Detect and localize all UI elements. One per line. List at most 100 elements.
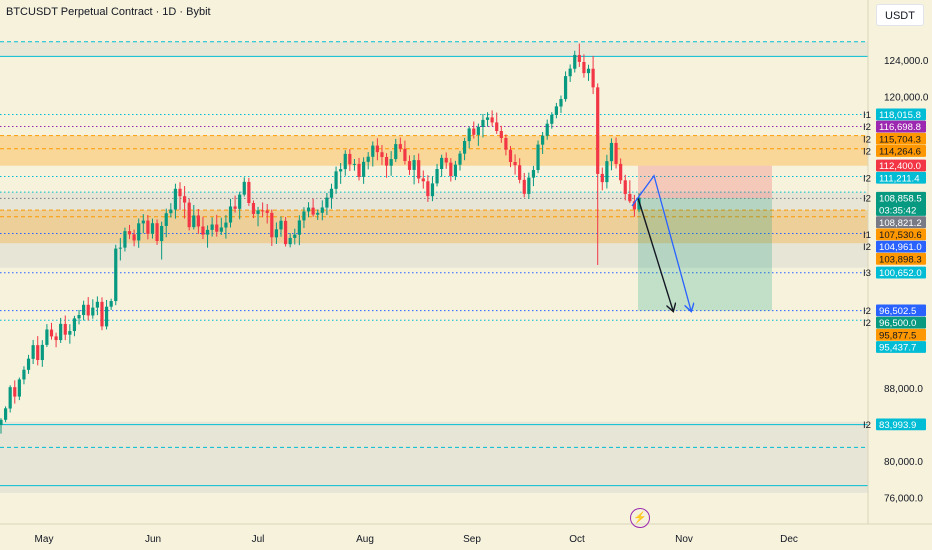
- price-label[interactable]: 95,437.7: [876, 341, 926, 354]
- price-label[interactable]: 107,530.6 I1: [863, 228, 926, 241]
- candle[interactable]: [394, 138, 398, 162]
- candle[interactable]: [320, 200, 324, 221]
- candle[interactable]: [283, 216, 288, 247]
- candle[interactable]: [201, 216, 205, 240]
- candle[interactable]: [3, 406, 8, 423]
- candle[interactable]: [132, 229, 136, 247]
- candle[interactable]: [339, 162, 343, 184]
- candle[interactable]: [462, 137, 467, 161]
- candle[interactable]: [632, 194, 637, 217]
- candle[interactable]: [297, 215, 301, 246]
- candle[interactable]: [453, 160, 458, 181]
- candle[interactable]: [467, 126, 471, 149]
- candle[interactable]: [178, 182, 182, 211]
- candle[interactable]: [100, 297, 104, 331]
- candle[interactable]: [54, 332, 58, 348]
- candle[interactable]: [490, 110, 494, 126]
- candle[interactable]: [586, 64, 591, 81]
- currency-button[interactable]: USDT: [876, 4, 924, 26]
- candle[interactable]: [375, 138, 379, 161]
- candle[interactable]: [499, 125, 503, 143]
- candle[interactable]: [430, 176, 435, 202]
- candle[interactable]: [371, 141, 375, 167]
- candle[interactable]: [0, 418, 3, 434]
- candle[interactable]: [31, 339, 35, 365]
- candle[interactable]: [563, 71, 568, 102]
- candle[interactable]: [407, 155, 412, 175]
- price-label[interactable]: 111,211.4 I2: [863, 171, 926, 185]
- candle[interactable]: [536, 140, 540, 174]
- candle[interactable]: [458, 150, 462, 171]
- candle[interactable]: [541, 131, 545, 154]
- candle[interactable]: [522, 172, 526, 198]
- forecast-arrow-blue[interactable]: [631, 174, 691, 311]
- candle[interactable]: [86, 297, 90, 321]
- candle[interactable]: [196, 209, 200, 234]
- candle[interactable]: [247, 177, 251, 206]
- lightning-icon[interactable]: ⚡: [630, 508, 650, 528]
- candle[interactable]: [628, 180, 632, 204]
- candle[interactable]: [435, 163, 439, 187]
- candle[interactable]: [311, 198, 315, 217]
- candle[interactable]: [169, 203, 173, 218]
- candle[interactable]: [302, 207, 306, 229]
- price-label[interactable]: 118,015.8 I1: [863, 108, 926, 121]
- candle[interactable]: [17, 377, 21, 401]
- price-label[interactable]: 108,821.2: [876, 216, 926, 229]
- candle[interactable]: [274, 222, 278, 244]
- price-label[interactable]: 96,502.5 I2: [863, 304, 926, 318]
- candle[interactable]: [412, 155, 416, 185]
- price-label[interactable]: 116,698.8 I2: [863, 120, 926, 133]
- candle[interactable]: [609, 138, 614, 171]
- candle[interactable]: [114, 244, 118, 306]
- candle[interactable]: [141, 214, 145, 234]
- candle[interactable]: [13, 380, 17, 404]
- candle[interactable]: [316, 209, 320, 220]
- candle[interactable]: [426, 175, 430, 202]
- candle[interactable]: [228, 198, 233, 228]
- candle[interactable]: [95, 296, 99, 316]
- candle[interactable]: [362, 157, 366, 184]
- candle[interactable]: [49, 322, 54, 340]
- candle[interactable]: [440, 154, 444, 177]
- candle[interactable]: [146, 214, 150, 240]
- candle[interactable]: [449, 158, 453, 182]
- candle[interactable]: [582, 54, 586, 78]
- price-label[interactable]: 115,704.3 I2: [863, 132, 926, 146]
- candle[interactable]: [104, 299, 109, 330]
- candle[interactable]: [210, 217, 214, 237]
- candle[interactable]: [256, 206, 260, 227]
- candle[interactable]: [513, 154, 517, 175]
- candle[interactable]: [68, 324, 72, 344]
- candle[interactable]: [59, 317, 63, 343]
- candle[interactable]: [91, 299, 95, 319]
- candle[interactable]: [343, 150, 347, 176]
- price-label[interactable]: 104,961.0 I2: [863, 240, 926, 254]
- candle[interactable]: [366, 152, 370, 170]
- take-profit-zone[interactable]: [638, 197, 772, 311]
- candle[interactable]: [554, 102, 558, 119]
- candle[interactable]: [334, 166, 338, 194]
- price-label[interactable]: 108,858.5 03:35:42 I2: [863, 191, 926, 217]
- candle[interactable]: [398, 137, 402, 153]
- candle[interactable]: [155, 219, 159, 245]
- candle[interactable]: [623, 174, 627, 201]
- candle[interactable]: [596, 83, 600, 266]
- candle[interactable]: [150, 218, 155, 239]
- candle[interactable]: [160, 221, 164, 260]
- price-label[interactable]: 83,993.9 I2: [863, 418, 926, 432]
- candle[interactable]: [417, 153, 421, 184]
- candle[interactable]: [614, 137, 618, 169]
- candle[interactable]: [118, 237, 122, 261]
- candle[interactable]: [481, 113, 485, 138]
- candle[interactable]: [559, 95, 563, 113]
- candle[interactable]: [183, 186, 187, 219]
- candle[interactable]: [40, 340, 44, 367]
- candle[interactable]: [421, 170, 425, 189]
- candle[interactable]: [495, 112, 499, 134]
- candle[interactable]: [36, 336, 40, 366]
- candle[interactable]: [265, 203, 269, 224]
- candle[interactable]: [8, 385, 12, 413]
